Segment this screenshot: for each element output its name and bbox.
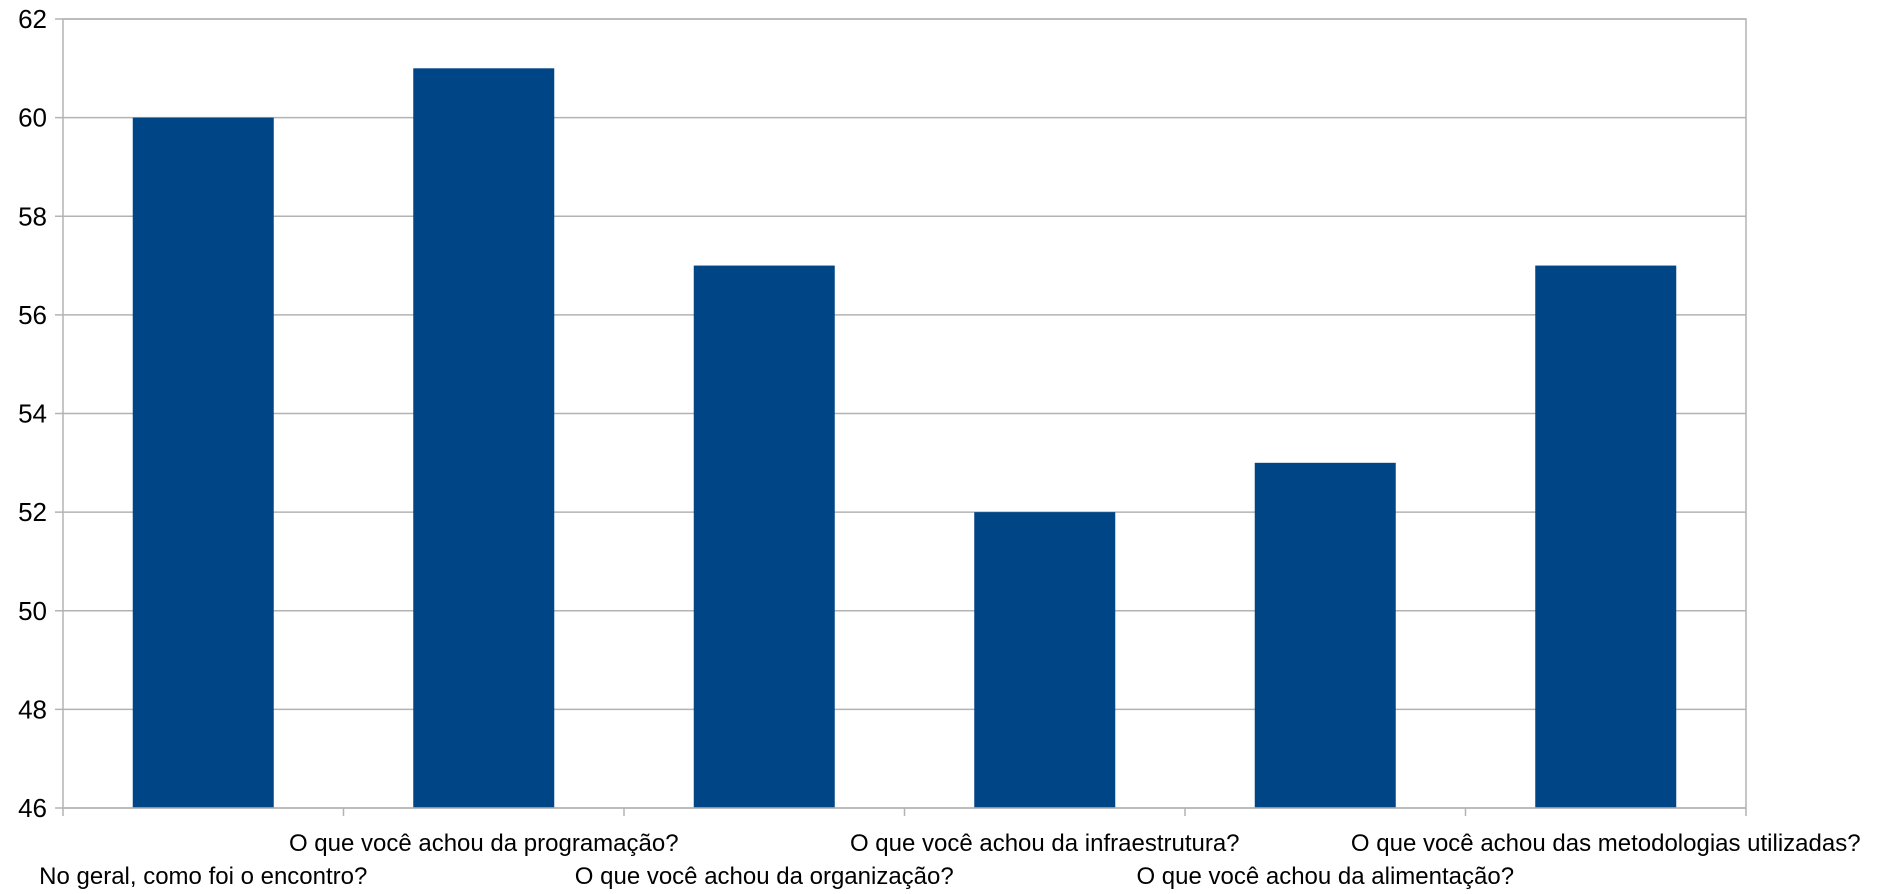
- x-category-label: No geral, como foi o encontro?: [39, 863, 367, 889]
- y-tick-label: 50: [18, 596, 47, 626]
- y-tick-label: 62: [18, 4, 47, 34]
- y-tick-label: 60: [18, 103, 47, 133]
- x-category-label: O que você achou da programação?: [289, 830, 679, 857]
- gridlines: [55, 19, 1746, 808]
- x-category-label: O que você achou das metodologias utiliz…: [1351, 830, 1861, 857]
- bar: [694, 266, 835, 808]
- y-tick-label: 58: [18, 201, 47, 231]
- x-category-label: O que você achou da infraestrutura?: [850, 830, 1240, 857]
- bar: [1255, 463, 1396, 808]
- y-tick-label: 48: [18, 694, 47, 724]
- y-tick-label: 54: [18, 399, 47, 429]
- x-category-label: O que você achou da organização?: [575, 863, 954, 889]
- bar: [413, 68, 554, 808]
- bar: [1535, 266, 1676, 808]
- y-tick-label: 56: [18, 300, 47, 330]
- bar: [974, 512, 1115, 808]
- x-category-label: O que você achou da alimentação?: [1136, 863, 1514, 889]
- bar: [133, 118, 274, 808]
- axes: [63, 19, 1746, 816]
- y-tick-label: 46: [18, 793, 47, 823]
- y-tick-label: 52: [18, 497, 47, 527]
- bars: [133, 68, 1677, 808]
